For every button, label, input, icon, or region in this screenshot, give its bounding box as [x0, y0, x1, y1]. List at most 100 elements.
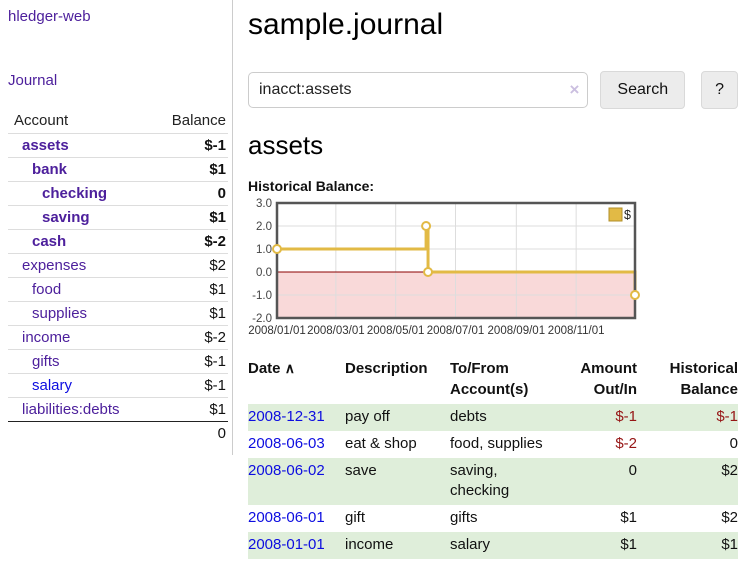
account-balance: $-1 — [204, 377, 226, 394]
transaction-amount: $-1 — [557, 404, 637, 431]
register-header-balance: Historical Balance — [669, 360, 738, 398]
svg-text:2008/09/01: 2008/09/01 — [488, 325, 546, 337]
transaction-date-link[interactable]: 2008-12-31 — [248, 408, 325, 425]
svg-text:2008/01/01: 2008/01/01 — [248, 325, 306, 337]
accounts-header-account: Account — [14, 112, 69, 129]
accounts-total-row: 0 — [8, 421, 228, 446]
transaction-amount: 0 — [557, 458, 637, 505]
search-form: × Search ? — [248, 71, 738, 109]
svg-text:2008/07/01: 2008/07/01 — [427, 325, 485, 337]
account-link-checking[interactable]: checking — [42, 185, 108, 202]
transaction-date-link[interactable]: 2008-06-03 — [248, 435, 325, 452]
main-content: sample.journal × Search ? assets Histori… — [233, 0, 742, 559]
account-balance: $1 — [209, 209, 226, 226]
search-help-button[interactable]: ? — [701, 71, 738, 109]
transaction-accounts: salary — [450, 532, 557, 559]
register-header-date-label: Date — [248, 360, 281, 377]
transaction-date-link[interactable]: 2008-01-01 — [248, 536, 325, 553]
transaction-description: pay off — [345, 404, 450, 431]
account-balance: $-1 — [204, 353, 226, 370]
account-row-income: income $-2 — [8, 325, 228, 350]
transaction-balance: 0 — [729, 435, 738, 452]
accounts-table: Account Balance assets $-1 bank $1 check… — [8, 110, 228, 445]
account-balance: 0 — [217, 185, 226, 202]
transaction-accounts: saving, checking — [450, 458, 557, 505]
account-link-income[interactable]: income — [22, 329, 71, 346]
account-row-food: food $1 — [8, 277, 228, 302]
account-link-saving[interactable]: saving — [42, 209, 90, 226]
account-balance: $-2 — [204, 233, 226, 250]
register-header-date[interactable]: Date ∧ — [248, 356, 345, 404]
account-balance: $1 — [209, 281, 226, 298]
account-link-expenses[interactable]: expenses — [22, 257, 87, 274]
svg-text:2008/03/01: 2008/03/01 — [307, 325, 365, 337]
register-row: 2008-06-02 save saving, checking 0 $2 — [248, 458, 738, 505]
account-balance: $2 — [209, 257, 226, 274]
account-row-checking: checking 0 — [8, 181, 228, 206]
account-link-cash[interactable]: cash — [32, 233, 67, 250]
search-input[interactable] — [248, 72, 589, 108]
account-link-salary[interactable]: salary — [32, 377, 73, 394]
account-row-saving: saving $1 — [8, 205, 228, 230]
register-header-accounts: To/From Account(s) — [450, 360, 529, 398]
accounts-header-balance: Balance — [171, 112, 226, 129]
register-row: 2008-06-03 eat & shop food, supplies $-2… — [248, 431, 738, 458]
account-link-gifts[interactable]: gifts — [32, 353, 60, 370]
transaction-amount: $1 — [557, 532, 637, 559]
svg-text:3.0: 3.0 — [256, 198, 272, 210]
search-button[interactable]: Search — [600, 71, 686, 109]
transaction-balance: $-1 — [637, 404, 738, 431]
transaction-balance: $2 — [637, 458, 738, 505]
account-balance: $-2 — [204, 329, 226, 346]
svg-text:2008/05/01: 2008/05/01 — [367, 325, 425, 337]
account-link-assets[interactable]: assets — [22, 137, 69, 154]
accounts-total-value: 0 — [217, 425, 226, 442]
transaction-accounts: debts — [450, 404, 557, 431]
svg-text:1.0: 1.0 — [256, 244, 272, 256]
svg-text:0.0: 0.0 — [256, 267, 272, 279]
transaction-accounts: gifts — [450, 509, 478, 526]
accounts-header-row: Account Balance — [8, 110, 228, 134]
register-header-row: Date ∧ Description To/From Account(s) Am… — [248, 356, 738, 404]
sidebar: hledger-web Journal Account Balance asse… — [0, 0, 233, 455]
page-title: sample.journal — [248, 8, 444, 41]
search-input-wrap: × — [248, 72, 589, 108]
account-row-salary: salary $-1 — [8, 373, 228, 398]
transaction-description: eat & shop — [345, 435, 417, 452]
account-heading: assets — [248, 130, 324, 160]
account-row-expenses: expenses $2 — [8, 253, 228, 278]
app-title-link[interactable]: hledger-web — [8, 8, 91, 25]
account-link-bank[interactable]: bank — [32, 161, 68, 178]
svg-text:-2.0: -2.0 — [252, 313, 272, 325]
transaction-description: gift — [345, 509, 366, 526]
clear-search-icon[interactable]: × — [569, 80, 580, 99]
historical-balance-chart: 3.0 2.0 1.0 0.0 -1.0 -2.0 2008/01/01 2008/03/01… — [248, 198, 722, 344]
account-row-cash: cash $-2 — [8, 229, 228, 254]
transaction-date-link[interactable]: 2008-06-02 — [248, 462, 325, 479]
account-row-bank: bank $1 — [8, 157, 228, 182]
account-balance: $1 — [209, 401, 226, 418]
account-link-supplies[interactable]: supplies — [32, 305, 88, 322]
account-balance: $-1 — [204, 137, 226, 154]
transaction-accounts: food, supplies — [450, 435, 543, 452]
account-row-liabilities-debts: liabilities:debts $1 — [8, 397, 228, 422]
sort-asc-icon: ∧ — [284, 360, 295, 376]
register-row: 2008-12-31 pay off debts $-1 $-1 — [248, 404, 738, 431]
svg-text:-1.0: -1.0 — [252, 290, 272, 302]
account-row-supplies: supplies $1 — [8, 301, 228, 326]
account-link-liabilities-debts[interactable]: liabilities:debts — [22, 401, 120, 418]
account-row-assets: assets $-1 — [8, 133, 228, 158]
register-table: Date ∧ Description To/From Account(s) Am… — [248, 356, 738, 559]
register-row: 2008-01-01 income salary $1 $1 — [248, 532, 738, 559]
account-row-gifts: gifts $-1 — [8, 349, 228, 374]
svg-text:$: $ — [624, 208, 631, 222]
transaction-amount: $-2 — [615, 435, 637, 452]
svg-text:2008/11/01: 2008/11/01 — [548, 325, 605, 337]
chart-title: Historical Balance: — [248, 178, 375, 194]
transaction-date-link[interactable]: 2008-06-01 — [248, 509, 325, 526]
account-link-food[interactable]: food — [32, 281, 62, 298]
sidebar-item-journal[interactable]: Journal — [8, 72, 58, 89]
transaction-amount: $1 — [620, 509, 637, 526]
